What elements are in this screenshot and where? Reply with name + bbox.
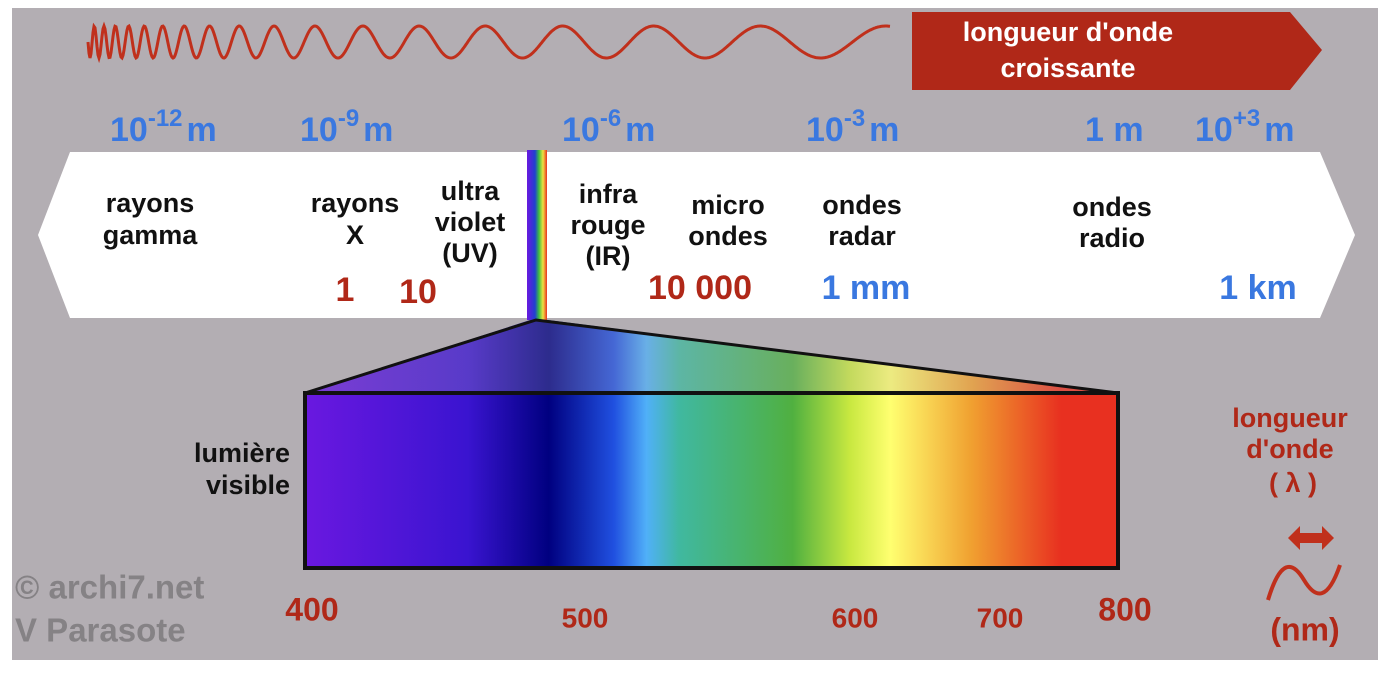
- arrow-label: longueur d'onde: [963, 17, 1173, 47]
- scale-base: 10: [806, 111, 844, 149]
- funnel-outline: [304, 318, 1119, 395]
- scale-base: 10: [110, 111, 148, 149]
- band-name: radio: [1079, 223, 1145, 253]
- scale-base: 10: [562, 111, 600, 149]
- scale-unit: m: [869, 111, 899, 149]
- double-arrow: [1288, 526, 1334, 550]
- axis-label: 800: [1098, 591, 1151, 627]
- axis-label: 400: [285, 591, 338, 627]
- unit-legend: d'onde: [1246, 434, 1333, 464]
- visible-spectrum: [303, 391, 1120, 570]
- scale-exp: +3: [1233, 105, 1260, 132]
- band-name: ondes: [1072, 192, 1152, 222]
- scale-unit: m: [625, 111, 655, 149]
- scale-label: 10-12 m: [110, 105, 217, 149]
- band-name: ultra: [441, 176, 500, 206]
- band-name: radar: [828, 221, 896, 251]
- scale-unit: m: [187, 111, 217, 149]
- arrow-label: croissante: [1000, 53, 1135, 83]
- unit-legend: longueur: [1232, 403, 1348, 433]
- axis-label: 700: [977, 602, 1024, 633]
- scale-label: 10-3 m: [806, 105, 899, 149]
- unit-legend: (nm): [1270, 611, 1339, 647]
- scale-label: 1 m: [1085, 111, 1144, 149]
- nm-mark: 1 km: [1219, 269, 1297, 307]
- band-name: violet: [435, 207, 506, 237]
- spectrum-band: [38, 152, 1355, 318]
- band-name: ondes: [688, 221, 768, 251]
- band-name: rayons: [311, 188, 400, 218]
- band-name: X: [346, 220, 364, 250]
- credit: V Parasote: [15, 612, 186, 649]
- nm-mark: 1: [336, 271, 355, 309]
- band-name: infra: [579, 179, 638, 209]
- scale-base: 10: [300, 111, 338, 149]
- band-name: gamma: [103, 220, 199, 250]
- wave: [86, 21, 891, 64]
- visible-label: lumière: [194, 438, 290, 468]
- nm-mark: 1 mm: [822, 269, 911, 307]
- credit: © archi7.net: [15, 569, 204, 606]
- band-name: (IR): [586, 241, 631, 271]
- nm-mark: 10: [399, 273, 437, 311]
- scale-exp: -12: [148, 105, 183, 132]
- nm-mark: 10 000: [648, 269, 752, 307]
- axis-label: 600: [832, 602, 879, 633]
- scale-exp: -6: [600, 105, 621, 132]
- scale-exp: -9: [338, 105, 359, 132]
- scale-unit: m: [363, 111, 393, 149]
- wave-icon: [1266, 564, 1342, 601]
- scale-exp: -3: [844, 105, 865, 132]
- scale-label: 10-9 m: [300, 105, 393, 149]
- band-name: (UV): [442, 238, 498, 268]
- scale-label: 10+3 m: [1195, 105, 1294, 149]
- direction-arrow: [912, 12, 1322, 90]
- band-name: rouge: [570, 210, 645, 240]
- visible-slice: [527, 150, 547, 320]
- scale-unit: m: [1264, 111, 1294, 149]
- band-labels: rayonsgammarayonsXultraviolet(UV)infraro…: [103, 176, 1152, 271]
- scale-text: 1 m: [1085, 111, 1144, 149]
- zoom-funnel: [305, 320, 1118, 393]
- band-name: ondes: [822, 190, 902, 220]
- unit-legend: ( λ ): [1269, 468, 1317, 498]
- scale: 10-12 m 10-9 m 10-6 m 10-3 m 1 m 10+3 m: [110, 105, 1294, 149]
- visible-label: visible: [206, 470, 290, 500]
- scale-base: 10: [1195, 111, 1233, 149]
- scale-label: 10-6 m: [562, 105, 655, 149]
- axis-label: 500: [562, 602, 609, 633]
- band-name: micro: [691, 190, 765, 220]
- band-name: rayons: [106, 188, 195, 218]
